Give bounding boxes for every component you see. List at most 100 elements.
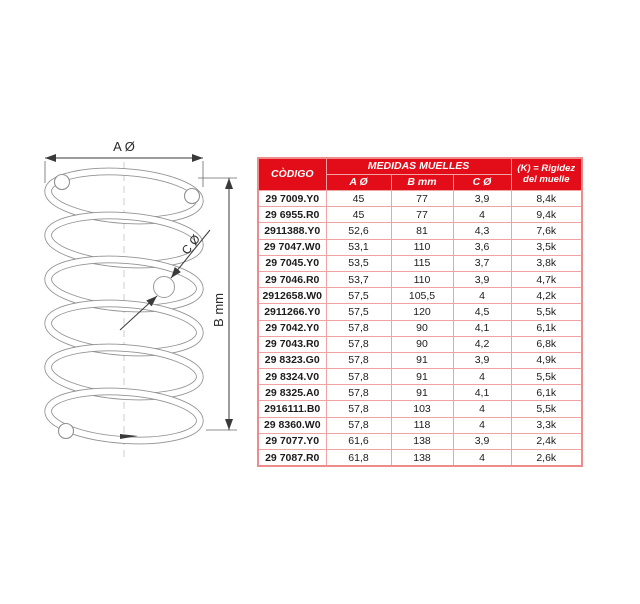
value-cell: 110 xyxy=(390,270,454,289)
table-row: 29 8323.G0 57,8 91 3,9 4,9k xyxy=(257,351,583,370)
table-row: 29 7047.W0 53,1 110 3,6 3,5k xyxy=(257,238,583,256)
code-cell: 29 7047.W0 xyxy=(257,238,327,256)
value-cell: 4,1 xyxy=(452,319,512,337)
value-cell: 53,5 xyxy=(325,254,392,272)
value-cell: 91 xyxy=(390,384,454,402)
code-cell: 29 6955.R0 xyxy=(257,206,327,224)
value-cell: 2,4k xyxy=(510,432,583,451)
value-cell: 5,5k xyxy=(510,400,583,418)
value-cell: 45 xyxy=(325,189,392,208)
value-cell: 3,3k xyxy=(510,416,583,434)
code-cell: 29 7077.Y0 xyxy=(257,432,327,451)
value-cell: 6,8k xyxy=(510,335,583,353)
value-cell: 90 xyxy=(390,335,454,353)
code-cell: 2916111.B0 xyxy=(257,400,327,418)
code-cell: 2911388.Y0 xyxy=(257,222,327,240)
value-cell: 3,6 xyxy=(452,238,512,256)
value-cell: 3,9 xyxy=(452,351,512,370)
value-cell: 3,7 xyxy=(452,254,512,272)
value-cell: 53,7 xyxy=(325,270,392,289)
value-cell: 53,1 xyxy=(325,238,392,256)
value-cell: 138 xyxy=(390,432,454,451)
value-cell: 91 xyxy=(390,351,454,370)
measurements-table: CÒDIGO MEDIDAS MUELLES (K) = Rigidez del… xyxy=(257,157,583,468)
value-cell: 77 xyxy=(390,206,454,224)
wire-end-bottom-left xyxy=(57,422,75,440)
value-cell: 8,4k xyxy=(510,189,583,208)
table-row: 29 7046.R0 53,7 110 3,9 4,7k xyxy=(257,270,583,289)
table-row: 29 7009.Y0 45 77 3,9 8,4k xyxy=(257,189,583,208)
label-b-height: B mm xyxy=(211,293,226,327)
code-cell: 29 7043.R0 xyxy=(257,335,327,353)
table-row: 29 7077.Y0 61,6 138 3,9 2,4k xyxy=(257,432,583,451)
label-a-diameter: A Ø xyxy=(113,139,135,154)
table-row: 2911266.Y0 57,5 120 4,5 5,5k xyxy=(257,303,583,321)
header-codigo: CÒDIGO xyxy=(257,157,327,191)
value-cell: 138 xyxy=(390,449,454,467)
value-cell: 4,7k xyxy=(510,270,583,289)
code-cell: 29 7046.R0 xyxy=(257,270,327,289)
value-cell: 4,5 xyxy=(452,303,512,321)
table-row: 29 7042.Y0 57,8 90 4,1 6,1k xyxy=(257,319,583,337)
value-cell: 4,2 xyxy=(452,335,512,353)
spring-coils xyxy=(44,167,204,445)
value-cell: 52,6 xyxy=(325,222,392,240)
table-header: CÒDIGO MEDIDAS MUELLES (K) = Rigidez del… xyxy=(257,157,583,191)
value-cell: 3,8k xyxy=(510,254,583,272)
header-medidas-muelles: MEDIDAS MUELLES xyxy=(325,157,512,175)
value-cell: 4 xyxy=(452,416,512,434)
value-cell: 4 xyxy=(452,287,512,305)
value-cell: 105,5 xyxy=(390,287,454,305)
value-cell: 57,8 xyxy=(325,335,392,353)
wire-end-top-right xyxy=(183,187,201,205)
wire-end-top-left xyxy=(53,173,71,191)
code-cell: 29 7009.Y0 xyxy=(257,189,327,208)
value-cell: 6,1k xyxy=(510,384,583,402)
code-cell: 29 8325.A0 xyxy=(257,384,327,402)
value-cell: 5,5k xyxy=(510,303,583,321)
value-cell: 3,9 xyxy=(452,189,512,208)
code-cell: 29 7042.Y0 xyxy=(257,319,327,337)
value-cell: 4,3 xyxy=(452,222,512,240)
value-cell: 4 xyxy=(452,206,512,224)
value-cell: 81 xyxy=(390,222,454,240)
table-body: 29 7009.Y0 45 77 3,9 8,4k 29 6955.R0 45 77 4 9,4k… xyxy=(257,189,583,467)
value-cell: 6,1k xyxy=(510,319,583,337)
value-cell: 57,8 xyxy=(325,351,392,370)
value-cell: 57,5 xyxy=(325,303,392,321)
header-rigidez-line2: del muelle xyxy=(523,173,570,185)
spring-diagram: A Ø B mm C Ø xyxy=(20,135,252,480)
code-cell: 2911266.Y0 xyxy=(257,303,327,321)
table-row: 29 7087.R0 61,8 138 4 2,6k xyxy=(257,449,583,467)
header-a-diameter: A Ø xyxy=(325,174,392,191)
value-cell: 3,9 xyxy=(452,432,512,451)
code-cell: 2912658.W0 xyxy=(257,287,327,305)
value-cell: 57,8 xyxy=(325,384,392,402)
code-cell: 29 8324.V0 xyxy=(257,368,327,386)
table-row: 29 8324.V0 57,8 91 4 5,5k xyxy=(257,368,583,386)
value-cell: 4 xyxy=(452,449,512,467)
code-cell: 29 8323.G0 xyxy=(257,351,327,370)
code-cell: 29 7045.Y0 xyxy=(257,254,327,272)
value-cell: 9,4k xyxy=(510,206,583,224)
header-c-diameter: C Ø xyxy=(452,174,512,191)
value-cell: 7,6k xyxy=(510,222,583,240)
value-cell: 57,8 xyxy=(325,319,392,337)
wire-section-circle xyxy=(153,276,175,298)
table-row: 2916111.B0 57,8 103 4 5,5k xyxy=(257,400,583,418)
value-cell: 57,5 xyxy=(325,287,392,305)
value-cell: 91 xyxy=(390,368,454,386)
value-cell: 5,5k xyxy=(510,368,583,386)
value-cell: 4,1 xyxy=(452,384,512,402)
value-cell: 118 xyxy=(390,416,454,434)
code-cell: 29 7087.R0 xyxy=(257,449,327,467)
value-cell: 57,8 xyxy=(325,368,392,386)
value-cell: 4,9k xyxy=(510,351,583,370)
value-cell: 61,6 xyxy=(325,432,392,451)
spring-drawing: A Ø B mm C Ø xyxy=(44,139,237,457)
dimension-leader-c-upper xyxy=(170,229,211,279)
table-row: 29 8360.W0 57,8 118 4 3,3k xyxy=(257,416,583,434)
table-row: 2911388.Y0 52,6 81 4,3 7,6k xyxy=(257,222,583,240)
value-cell: 120 xyxy=(390,303,454,321)
value-cell: 110 xyxy=(390,238,454,256)
